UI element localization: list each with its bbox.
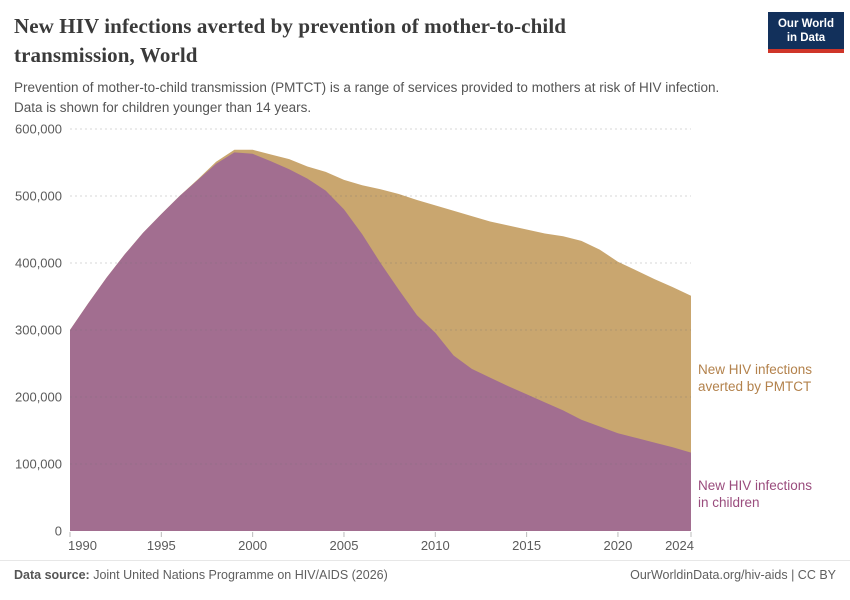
owid-logo[interactable]: Our World in Data bbox=[768, 12, 844, 53]
legend-label-children: New HIV infections in children bbox=[698, 477, 848, 511]
data-source-text: Joint United Nations Programme on HIV/AI… bbox=[89, 568, 388, 582]
footer-divider bbox=[0, 560, 850, 561]
y-axis-tick-label: 400,000 bbox=[15, 256, 62, 271]
x-axis-tick-label: 1995 bbox=[147, 538, 176, 553]
chart-title: New HIV infections averted by prevention… bbox=[14, 14, 567, 67]
chart-subtitle-line1: Prevention of mother-to-child transmissi… bbox=[14, 80, 720, 95]
y-axis-tick-label: 600,000 bbox=[15, 122, 62, 137]
x-axis-tick-label: 2024 bbox=[665, 538, 694, 553]
owid-logo-line1: Our World bbox=[777, 18, 834, 30]
y-axis-tick-label: 100,000 bbox=[15, 457, 62, 472]
legend-label-children-line1: New HIV infections bbox=[698, 478, 813, 493]
data-source: Data source: Joint United Nations Progra… bbox=[14, 568, 388, 582]
x-axis-tick-label: 2020 bbox=[603, 538, 632, 553]
y-axis-tick-label: 0 bbox=[55, 524, 62, 539]
legend-label-averted-line1: New HIV infections bbox=[698, 362, 813, 377]
x-axis-tick-label: 2000 bbox=[238, 538, 267, 553]
x-axis-tick-label: 2005 bbox=[330, 538, 359, 553]
chart-subtitle: Prevention of mother-to-child transmissi… bbox=[14, 78, 804, 118]
chart-footer: Data source: Joint United Nations Progra… bbox=[14, 568, 836, 582]
y-axis-tick-label: 200,000 bbox=[15, 390, 62, 405]
data-source-label: Data source: bbox=[14, 568, 90, 582]
x-axis-tick-label: 2015 bbox=[512, 538, 541, 553]
credit-line: OurWorldinData.org/hiv-aids | CC BY bbox=[630, 568, 836, 582]
owid-logo-line2: in Data bbox=[786, 32, 826, 44]
legend-label-averted: New HIV infections averted by PMTCT bbox=[698, 361, 848, 395]
legend-label-averted-line2: averted by PMTCT bbox=[698, 379, 812, 394]
y-axis-tick-label: 300,000 bbox=[15, 323, 62, 338]
x-axis-tick-label: 2010 bbox=[421, 538, 450, 553]
y-axis-tick-label: 500,000 bbox=[15, 189, 62, 204]
chart-subtitle-line2: Data is shown for children younger than … bbox=[14, 100, 312, 115]
stacked-area-chart: 0 100,000 200,000 300,000 400,000 500,000 600,… bbox=[15, 122, 694, 554]
area-new-infections-children bbox=[70, 152, 691, 531]
x-axis-tick-label: 1990 bbox=[68, 538, 97, 553]
legend-label-children-line2: in children bbox=[698, 495, 760, 510]
